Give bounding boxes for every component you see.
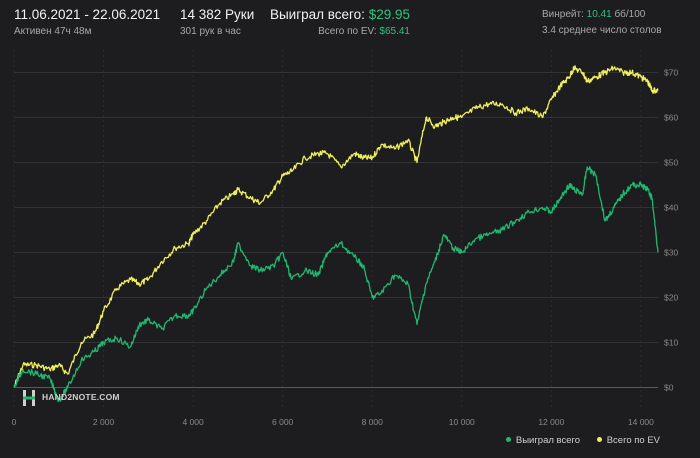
legend-swatch-won <box>505 436 511 442</box>
summary-header: 11.06.2021 - 22.06.2021 Активен 47ч 48м … <box>0 0 700 44</box>
chart-legend: Выиграл всего Всего по EV <box>492 435 660 446</box>
won-total-label: Выиграл всего: <box>269 7 365 22</box>
y-axis-ticks: $0 $10 $20 $30 $40 $50 $60 $70 <box>664 68 678 393</box>
x-tick-label: 2 000 <box>93 417 115 427</box>
logo-icon <box>23 390 35 406</box>
winrate-value: 10.41 <box>586 9 612 20</box>
series-line <box>13 166 659 403</box>
hands-block: 14 382 Руки 301 рук в час <box>180 6 254 39</box>
x-tick-label: 6 000 <box>272 417 294 427</box>
chart-grid <box>13 50 658 410</box>
y-tick-label: $40 <box>664 203 678 213</box>
x-tick-label: 8 000 <box>362 417 384 427</box>
ev-total: Всего по EV: $65.41 <box>270 25 410 39</box>
winnings-block: Выиграл всего: $29.95 Всего по EV: $65.4… <box>270 6 410 39</box>
logo-text: HAND2NOTE.COM <box>42 392 120 402</box>
legend-item-ev: Всего по EV <box>596 435 660 446</box>
won-total: Выиграл всего: $29.95 <box>270 6 410 23</box>
ev-total-label: Всего по EV: <box>318 26 377 37</box>
date-range: 11.06.2021 - 22.06.2021 <box>14 7 161 22</box>
x-tick-label: 14 000 <box>628 417 654 427</box>
date-block: 11.06.2021 - 22.06.2021 Активен 47ч 48м <box>14 6 160 39</box>
x-tick-label: 0 <box>12 417 17 427</box>
x-tick-label: 10 000 <box>449 417 475 427</box>
legend-label-won: Выиграл всего <box>515 435 581 446</box>
y-tick-label: $70 <box>664 68 678 78</box>
legend-swatch-ev <box>596 436 602 442</box>
x-tick-label: 12 000 <box>538 417 564 427</box>
x-axis-ticks: 0 2 000 4 000 6 000 8 000 10 000 12 000 14 000 <box>12 417 655 427</box>
hands-total: 14 382 Руки <box>180 7 255 22</box>
winrate-label: Винрейт: <box>542 9 584 20</box>
x-tick-label: 4 000 <box>182 417 204 427</box>
legend-label-ev: Всего по EV <box>606 435 660 446</box>
active-time: Активен 47ч 48м <box>14 26 92 37</box>
winrate: Винрейт: 10.41 бб/100 <box>542 8 662 22</box>
ev-total-value: $65.41 <box>379 26 410 37</box>
series-line <box>13 65 659 388</box>
chart-series <box>13 65 659 403</box>
y-tick-label: $50 <box>664 158 678 168</box>
y-tick-label: $60 <box>664 113 678 123</box>
legend-item-won: Выиграл всего <box>505 435 581 446</box>
y-tick-label: $10 <box>664 338 678 348</box>
y-tick-label: $20 <box>664 293 678 303</box>
y-tick-label: $0 <box>664 383 674 393</box>
hands-per-hour: 301 рук в час <box>180 26 241 37</box>
won-total-value: $29.95 <box>368 7 410 22</box>
winrate-unit: бб/100 <box>614 9 646 20</box>
y-tick-label: $30 <box>664 248 678 258</box>
avg-tables: 3.4 среднее число столов <box>542 25 662 36</box>
winrate-block: Винрейт: 10.41 бб/100 3.4 среднее число … <box>542 6 662 38</box>
